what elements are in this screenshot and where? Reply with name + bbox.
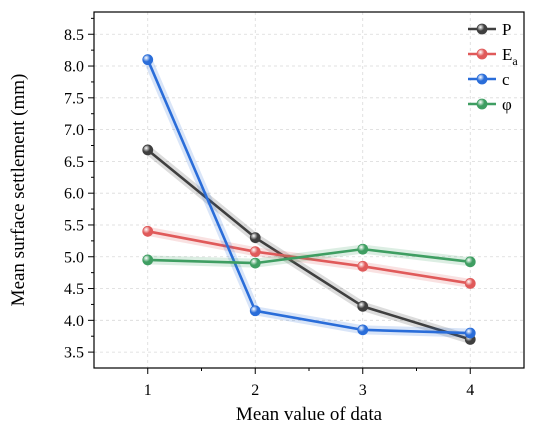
series-glow <box>143 55 475 338</box>
plot-frame <box>93 11 525 369</box>
legend-swatch-marker <box>476 73 488 85</box>
data-point <box>142 54 154 66</box>
data-point <box>142 225 154 237</box>
legend-label: c <box>502 70 510 89</box>
grid-lines <box>94 12 524 368</box>
legend-label: P <box>502 20 511 39</box>
data-point <box>249 305 261 317</box>
y-tick-label: 7.5 <box>64 90 84 107</box>
data-point <box>357 324 369 336</box>
y-tick-label: 4.5 <box>64 281 84 298</box>
y-tick-label: 4.0 <box>64 313 84 330</box>
series-c <box>142 54 476 339</box>
series-Ea <box>142 225 476 289</box>
legend-label: Ea <box>502 45 518 68</box>
legend-item: P <box>468 20 511 39</box>
data-point <box>357 260 369 272</box>
y-axis-title: Mean surface settlement (mm) <box>8 74 29 307</box>
legend-swatch-marker <box>476 98 488 110</box>
data-point <box>357 300 369 312</box>
y-tick-label: 6.0 <box>64 186 84 203</box>
legend-swatch-marker <box>476 48 488 60</box>
legend: P Ea cφ <box>468 20 518 114</box>
data-point <box>249 257 261 269</box>
data-point <box>142 144 154 156</box>
legend-label: φ <box>502 95 512 114</box>
legend-item: φ <box>468 95 512 114</box>
data-point <box>464 278 476 289</box>
series-P <box>142 144 476 345</box>
y-tick-label: 8.0 <box>64 59 84 76</box>
x-tick-label: 4 <box>466 382 474 399</box>
series-line <box>146 59 471 335</box>
legend-item: Ea <box>468 45 518 68</box>
x-axis: 1 2 3 4 <box>144 368 474 399</box>
data-point <box>357 243 369 255</box>
y-tick-label: 6.5 <box>64 154 84 171</box>
series-line <box>147 230 471 285</box>
series-layer <box>142 54 476 345</box>
x-tick-label: 3 <box>359 382 367 399</box>
x-axis-title: Mean value of data <box>236 404 383 425</box>
data-point <box>464 256 476 268</box>
y-tick-label: 8.5 <box>64 27 84 44</box>
y-tick-label: 3.5 <box>64 345 84 362</box>
y-tick-label: 5.5 <box>64 217 84 234</box>
x-tick-label: 2 <box>251 382 259 399</box>
data-point <box>464 327 476 339</box>
series-line <box>146 148 471 341</box>
x-tick-label: 1 <box>144 382 152 399</box>
series-line <box>147 247 471 265</box>
data-point <box>249 246 261 258</box>
legend-swatch-marker <box>476 23 488 35</box>
y-tick-label: 5.0 <box>64 249 84 266</box>
legend-item: c <box>468 70 510 89</box>
y-tick-label: 7.0 <box>64 122 84 139</box>
data-point <box>142 254 154 266</box>
data-point <box>249 232 261 244</box>
series-φ <box>142 243 476 269</box>
y-axis: 3.5 4.0 4.5 5.0 5.5 6.0 6.5 7.0 7.5 8.0 8.5 <box>64 17 94 362</box>
